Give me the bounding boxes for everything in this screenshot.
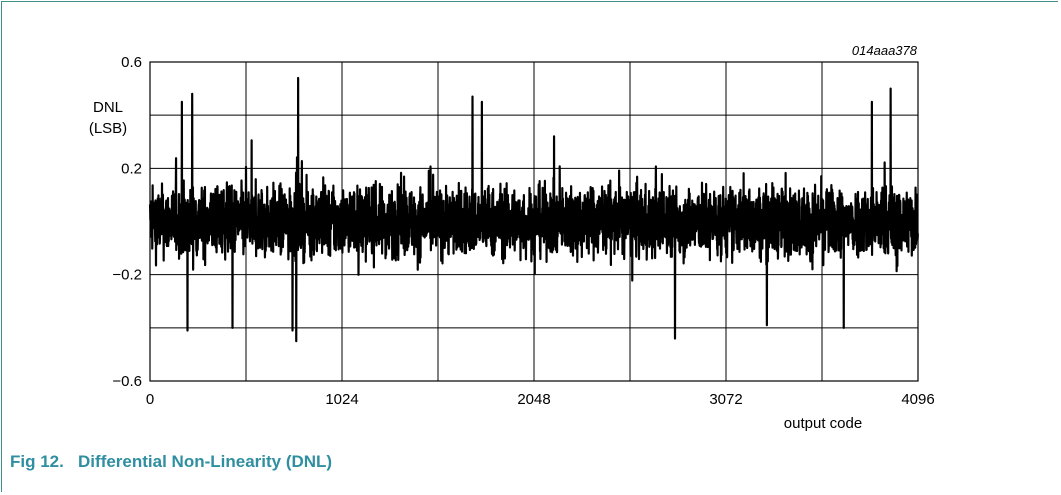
caption-number: Fig 12.: [10, 452, 64, 471]
x-axis-label: output code: [784, 415, 862, 432]
x-tick-label: 0: [146, 391, 154, 408]
x-tick-label: 1024: [325, 391, 358, 408]
x-tick-label: 3072: [709, 391, 742, 408]
dnl-series: [148, 76, 919, 343]
y-tick-label: −0.2: [112, 267, 142, 284]
y-axis-ticks: −0.6 −0.2 0.2 0.6: [112, 54, 142, 390]
y-tick-label: 0.2: [121, 160, 142, 177]
figure-caption: Fig 12. Differential Non-Linearity (DNL): [10, 452, 332, 472]
y-axis-label-line1: DNL: [93, 99, 123, 116]
plot-border: [149, 61, 919, 382]
y-tick-label: 0.6: [121, 54, 142, 71]
x-tick-label: 2048: [517, 391, 550, 408]
x-tick-label: 4096: [901, 391, 934, 408]
plot-area-border: [149, 61, 919, 382]
caption-title: Differential Non-Linearity (DNL): [78, 452, 333, 471]
x-axis-ticks: 0 1024 2048 3072 4096: [146, 391, 935, 408]
dnl-line: [148, 76, 919, 343]
y-axis-label-line2: (LSB): [89, 120, 127, 137]
figure-reference-code: 014aaa378: [852, 43, 918, 58]
y-tick-label: −0.6: [112, 373, 142, 390]
